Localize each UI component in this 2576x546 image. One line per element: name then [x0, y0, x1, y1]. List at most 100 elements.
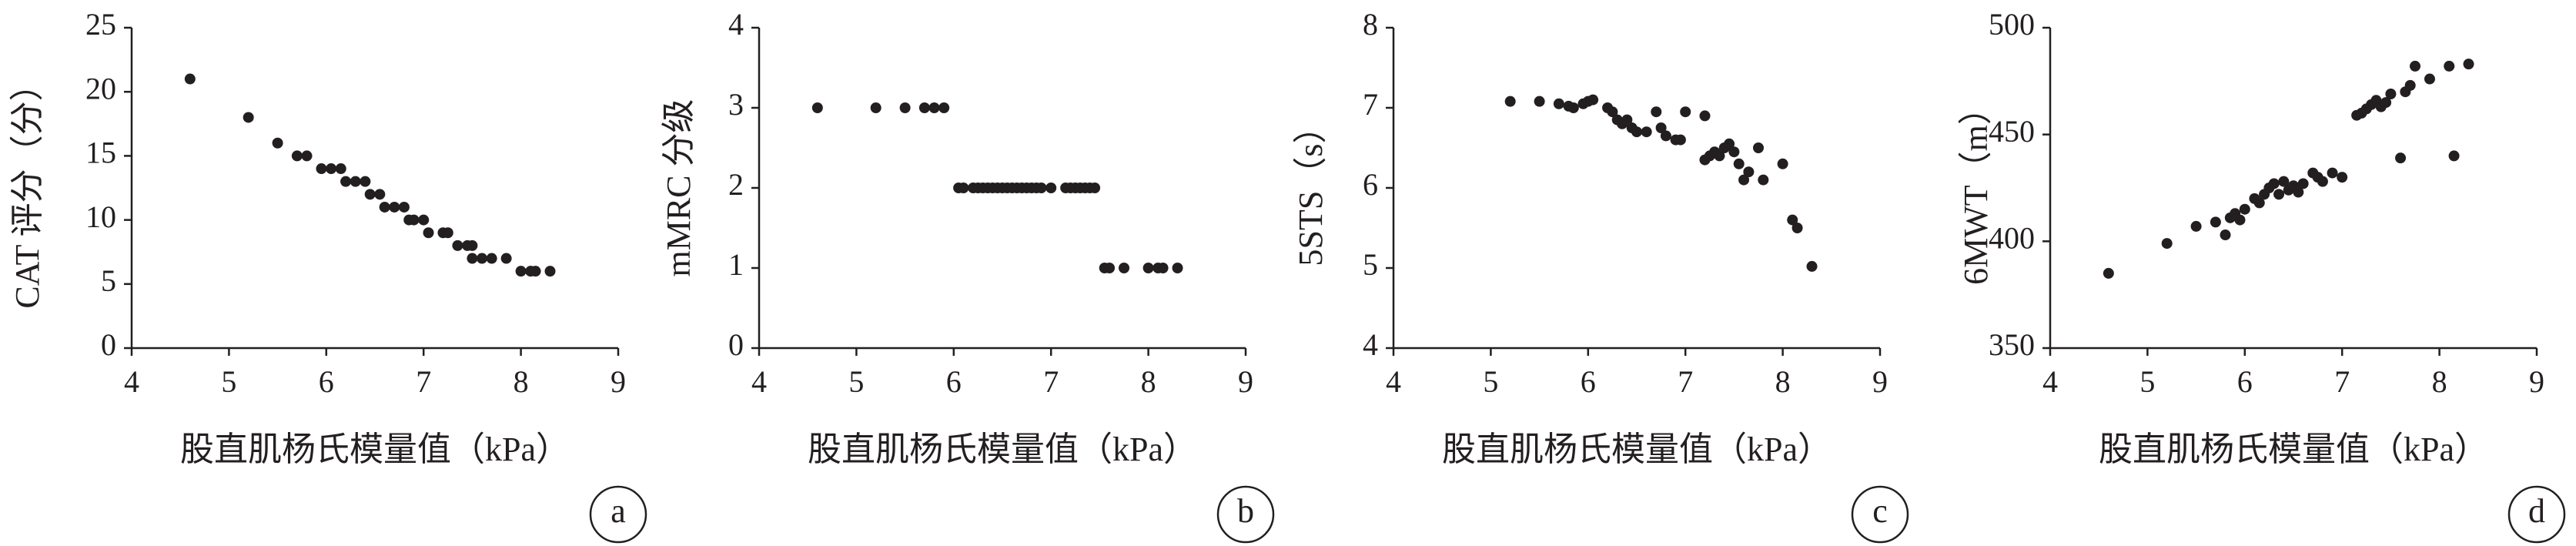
point [1567, 102, 1579, 113]
point [1582, 95, 1594, 107]
point [398, 201, 410, 213]
x-tick-label: 9 [611, 364, 626, 399]
point [899, 102, 911, 113]
point [938, 102, 950, 113]
point [2395, 152, 2407, 164]
point [418, 214, 430, 226]
point [379, 201, 390, 213]
point [1733, 158, 1745, 169]
y-tick-label: 1 [728, 247, 744, 282]
point [2327, 167, 2338, 179]
point [2404, 79, 2416, 91]
point [2410, 60, 2420, 72]
panel-label: d [2528, 492, 2545, 530]
y-tick-label: 10 [85, 199, 116, 234]
point [1758, 174, 1769, 186]
point [2268, 178, 2280, 189]
y-tick-label: 20 [85, 71, 116, 106]
y-tick-label: 4 [728, 7, 744, 42]
point [1753, 142, 1764, 153]
point [2103, 267, 2114, 279]
y-tick-label: 350 [1989, 327, 2035, 362]
point [243, 112, 254, 123]
x-tick-label: 7 [1678, 364, 1693, 399]
point [2278, 176, 2290, 187]
panel-label-circle [1216, 485, 1275, 544]
point [2385, 88, 2397, 99]
panel-label: c [1872, 492, 1888, 530]
x-tick-label: 4 [1386, 364, 1401, 399]
point [1641, 126, 1652, 138]
x-axis-label: 股直肌杨氏模量值（kPa） [808, 430, 1197, 468]
panel-label-circle [1851, 485, 1909, 544]
x-tick-label: 8 [514, 364, 529, 399]
y-tick-label: 3 [728, 87, 744, 122]
point [870, 102, 882, 113]
point [335, 163, 346, 175]
y-tick-label: 8 [1363, 7, 1378, 42]
point [1045, 183, 1057, 193]
y-tick-label: 500 [1989, 7, 2035, 42]
point [408, 214, 420, 226]
point [184, 73, 196, 85]
y-tick-label: 450 [1989, 114, 2035, 149]
y-axis-label: CAT 评分（分） [8, 67, 46, 308]
point [1680, 106, 1691, 118]
point [374, 189, 386, 200]
point [442, 227, 453, 239]
panel-label-circle [2507, 485, 2566, 544]
point [1157, 263, 1169, 273]
point [1142, 263, 1154, 273]
point [1655, 122, 1667, 133]
point [2448, 150, 2460, 162]
x-tick-label: 7 [416, 364, 431, 399]
x-tick-label: 4 [2042, 364, 2058, 399]
y-tick-label: 400 [1989, 221, 2035, 256]
y-tick-label: 0 [728, 327, 744, 362]
point [486, 253, 497, 264]
point [1089, 183, 1101, 193]
point [1699, 110, 1711, 122]
x-tick-label: 9 [2529, 364, 2544, 399]
point [1738, 174, 1750, 186]
point [811, 102, 823, 113]
point [515, 266, 527, 277]
point [316, 163, 327, 175]
point [1504, 95, 1516, 107]
point [1743, 166, 1755, 178]
point [467, 240, 478, 251]
point [2161, 238, 2173, 250]
point [500, 253, 512, 264]
point [2190, 220, 2202, 232]
point [544, 266, 556, 277]
point [958, 183, 969, 193]
point [340, 176, 352, 187]
y-tick-label: 0 [101, 327, 116, 362]
point [2337, 172, 2348, 183]
point [389, 201, 400, 213]
x-tick-label: 8 [2432, 364, 2447, 399]
y-axis-label: 5STS（s） [1292, 110, 1330, 266]
panel-label: a [611, 492, 626, 530]
point [2297, 178, 2309, 189]
x-tick-label: 5 [221, 364, 236, 399]
x-tick-label: 4 [124, 364, 139, 399]
point [928, 102, 940, 113]
x-tick-label: 6 [2237, 364, 2253, 399]
point [477, 253, 488, 264]
point [1777, 158, 1788, 169]
point [2380, 97, 2392, 109]
point [1787, 214, 1798, 226]
x-tick-label: 5 [1483, 364, 1498, 399]
point [530, 266, 541, 277]
point [2220, 229, 2231, 241]
point [1651, 106, 1662, 118]
point [364, 189, 376, 200]
point [2273, 189, 2285, 200]
point [360, 176, 371, 187]
y-tick-label: 5 [101, 263, 116, 298]
point [1119, 263, 1129, 273]
point [452, 240, 463, 251]
x-tick-label: 7 [2334, 364, 2350, 399]
